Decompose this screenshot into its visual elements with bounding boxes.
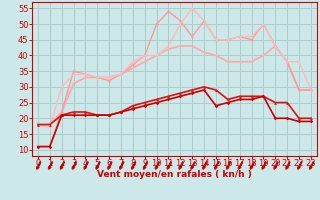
X-axis label: Vent moyen/en rafales ( kn/h ): Vent moyen/en rafales ( kn/h )	[97, 170, 252, 179]
